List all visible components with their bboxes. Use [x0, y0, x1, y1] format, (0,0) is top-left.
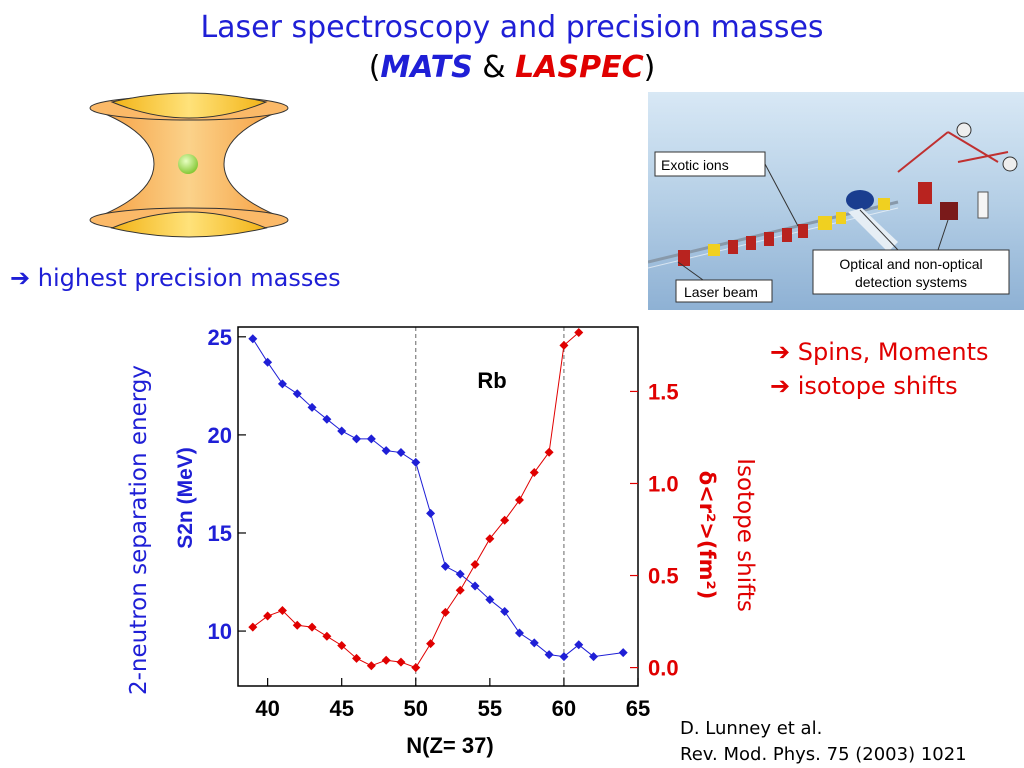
- isotope-shift-data-point: [381, 655, 391, 665]
- isotope-shift-data-point: [277, 606, 287, 616]
- s2n-data-point: [248, 334, 258, 344]
- s2n-data-point: [352, 434, 362, 444]
- isotope-shift-data-point: [529, 467, 539, 477]
- s2n-data-point: [574, 640, 584, 650]
- note-isotope-shifts: ➔ isotope shifts: [770, 372, 958, 400]
- y-right-axis-unit-label: δ<r²>(fm²): [695, 471, 719, 600]
- plot-frame: [237, 326, 639, 687]
- isotope-shift-data-point: [396, 657, 406, 667]
- setup-illustration: Exotic ions Laser beam Optical and non-o…: [648, 92, 1024, 310]
- s2n-data-point: [426, 508, 436, 518]
- ion-ball: [178, 154, 198, 174]
- x-tick-label: 65: [626, 696, 650, 721]
- label-detection-2: detection systems: [855, 274, 967, 290]
- isotope-shift-data-point: [574, 328, 584, 338]
- y-right-tick-label: 0.0: [648, 656, 679, 681]
- isotope-shift-data-point: [440, 607, 450, 617]
- x-tick-label: 45: [329, 696, 353, 721]
- isotope-shift-data-point: [352, 653, 362, 663]
- note-highest-precision: ➔ highest precision masses: [10, 264, 341, 292]
- isotope-shift-data-point: [322, 631, 332, 641]
- s2n-data-point: [307, 402, 317, 412]
- s2n-data-point: [470, 581, 480, 591]
- note-spins-moments: ➔ Spins, Moments: [770, 338, 989, 366]
- chart-title: Rb: [477, 368, 506, 393]
- x-tick-label: 60: [552, 696, 576, 721]
- y-left-axis-unit-label: S2n (MeV): [174, 447, 197, 549]
- isotope-shift-data-point: [307, 622, 317, 632]
- subtitle-close: ): [643, 50, 656, 85]
- isotope-shift-data-point: [470, 559, 480, 569]
- subtitle-laspec: LASPEC: [515, 50, 644, 85]
- s2n-data-point: [322, 414, 332, 424]
- s2n-data-point: [485, 595, 495, 605]
- isotope-shift-data-point: [248, 622, 258, 632]
- slide-subtitle: (MATS & LASPEC): [0, 50, 1024, 85]
- s2n-data-point: [544, 650, 554, 660]
- isotope-shift-data-point: [500, 515, 510, 525]
- x-tick-label: 55: [478, 696, 502, 721]
- s2n-data-point: [337, 426, 347, 436]
- y-right-tick-label: 0.5: [648, 564, 679, 589]
- s2n-data-point: [514, 628, 524, 638]
- subtitle-mats: MATS: [380, 50, 473, 85]
- isotope-shift-data-point: [366, 661, 376, 671]
- s2n-series-line: [252, 338, 624, 658]
- isotope-shift-data-point: [544, 447, 554, 457]
- s2n-data-point: [366, 434, 376, 444]
- label-laser-beam: Laser beam: [684, 284, 758, 300]
- isotope-shift-data-point: [411, 663, 421, 673]
- isotope-shift-data-point: [263, 611, 273, 621]
- isotope-shift-data-point: [426, 639, 436, 649]
- isotope-shift-data-point: [485, 534, 495, 544]
- isotope-shift-data-point: [455, 585, 465, 595]
- y-right-tick-label: 1.0: [648, 471, 679, 496]
- subtitle-amp: &: [472, 50, 516, 85]
- y-left-axis-label: 2-neutron separation energy: [126, 365, 152, 695]
- isotope-shift-data-point: [337, 640, 347, 650]
- s2n-data-point: [529, 638, 539, 648]
- y-left-tick-label: 10: [208, 619, 232, 644]
- citation-reference: Rev. Mod. Phys. 75 (2003) 1021: [680, 744, 967, 765]
- y-right-tick-label: 1.5: [648, 379, 679, 404]
- s2n-data-point: [292, 389, 302, 399]
- x-tick-label: 40: [255, 696, 279, 721]
- y-left-tick-label: 15: [208, 521, 232, 546]
- s2n-data-point: [455, 569, 465, 579]
- y-left-tick-label: 25: [208, 325, 232, 350]
- s2n-data-point: [618, 648, 628, 658]
- s2n-data-point: [277, 379, 287, 389]
- isotope-shift-data-point: [514, 495, 524, 505]
- x-axis-label: N(Z= 37): [406, 733, 493, 758]
- label-detection-1: Optical and non-optical: [839, 256, 982, 272]
- s2n-data-point: [440, 561, 450, 571]
- s2n-data-point: [411, 457, 421, 467]
- isotope-shift-data-point: [559, 340, 569, 350]
- subtitle-open: (: [368, 50, 381, 85]
- penning-trap-illustration: [89, 92, 289, 238]
- x-tick-label: 50: [404, 696, 428, 721]
- y-left-tick-label: 20: [208, 423, 232, 448]
- s2n-data-point: [589, 652, 599, 662]
- s2n-data-point: [396, 448, 406, 458]
- s2n-data-point: [559, 652, 569, 662]
- rb-chart: 40 45 50 55 60 65 10 15 20 25 0.0 0.5 1.0 1.5 Rb N(Z=…: [126, 325, 758, 758]
- label-exotic-ions: Exotic ions: [661, 157, 729, 173]
- s2n-data-point: [381, 446, 391, 456]
- s2n-data-point: [263, 357, 273, 367]
- s2n-data-point: [500, 606, 510, 616]
- slide-title: Laser spectroscopy and precision masses: [200, 10, 824, 45]
- isotope-shift-data-point: [292, 620, 302, 630]
- citation-authors: D. Lunney et al.: [680, 718, 823, 739]
- y-right-axis-label: Isotope shifts: [732, 458, 758, 612]
